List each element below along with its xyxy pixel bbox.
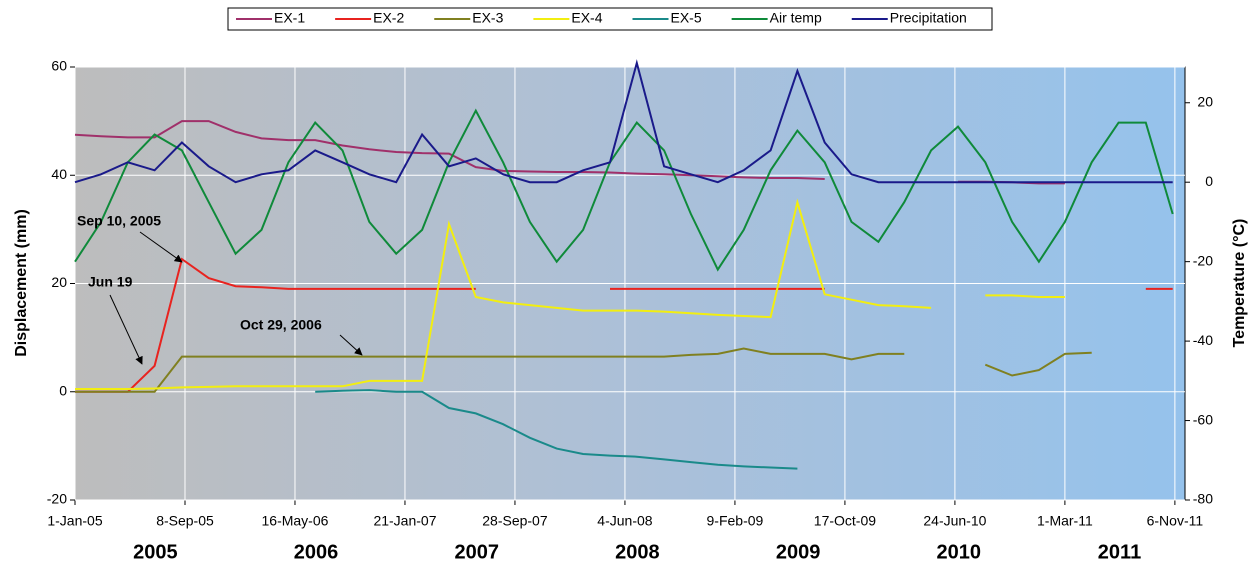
x-tick-label: 4-Jun-08: [597, 513, 652, 529]
annotation-arrow: [109, 294, 143, 365]
x-tick-label: 1-Mar-11: [1037, 513, 1093, 529]
x-tick-label: 17-Oct-09: [814, 513, 876, 529]
year-label: 2009: [776, 541, 821, 563]
y2-tick-label: 20: [1197, 93, 1213, 109]
y-axis-label: Displacement (mm): [13, 209, 30, 357]
series-line: [984, 351, 1092, 377]
series-line: [315, 389, 798, 470]
x-tick-label: 21-Jan-07: [373, 513, 436, 529]
legend-label: EX-1: [274, 10, 305, 26]
year-label: 2008: [615, 541, 660, 563]
x-tick-label: 9-Feb-09: [707, 513, 764, 529]
y2-tick-label: -20: [1193, 252, 1213, 268]
y-tick-label: -20: [47, 491, 67, 507]
legend-label: EX-3: [472, 10, 503, 26]
year-label: 2007: [454, 541, 499, 563]
y-tick-label: 40: [51, 166, 67, 182]
x-tick-label: 28-Sep-07: [482, 513, 548, 529]
x-tick-label: 8-Sep-05: [156, 513, 214, 529]
legend-label: EX-4: [571, 10, 602, 26]
legend-label: Air temp: [770, 10, 822, 26]
annotation-arrow: [139, 231, 183, 263]
legend-label: Precipitation: [890, 10, 967, 26]
year-label: 2011: [1098, 541, 1141, 563]
series-line: [75, 198, 932, 390]
x-tick-label: 24-Jun-10: [923, 513, 986, 529]
y2-tick-label: -60: [1193, 411, 1213, 427]
series-line: [74, 59, 1173, 184]
year-label: 2006: [294, 541, 339, 563]
x-tick-label: 6-Nov-11: [1147, 513, 1204, 529]
y-tick-label: 60: [51, 58, 67, 74]
series-line: [75, 347, 905, 393]
x-tick-label: 16-May-06: [262, 513, 329, 529]
year-label: 2005: [133, 541, 178, 563]
x-tick-label: 1-Jan-05: [47, 513, 102, 529]
series-line: [985, 294, 1065, 298]
annotation: Sep 10, 2005: [77, 213, 161, 229]
y-tick-label: 0: [59, 382, 67, 398]
series-line: [74, 108, 1174, 272]
annotation: Jun 19: [88, 274, 133, 290]
y2-axis-label: Temperature (°C): [1231, 219, 1248, 348]
annotation: Oct 29, 2006: [240, 317, 322, 333]
series-line: [74, 120, 825, 180]
legend-label: EX-5: [671, 10, 702, 26]
series-line: [75, 257, 476, 393]
annotation-arrow: [339, 334, 363, 356]
y-tick-label: 20: [51, 274, 67, 290]
legend: [227, 7, 993, 31]
y2-tick-label: -40: [1193, 332, 1213, 348]
year-label: 2010: [937, 541, 982, 563]
legend-label: EX-2: [373, 10, 404, 26]
y2-tick-label: 0: [1205, 173, 1213, 189]
y2-tick-label: -80: [1193, 491, 1213, 507]
